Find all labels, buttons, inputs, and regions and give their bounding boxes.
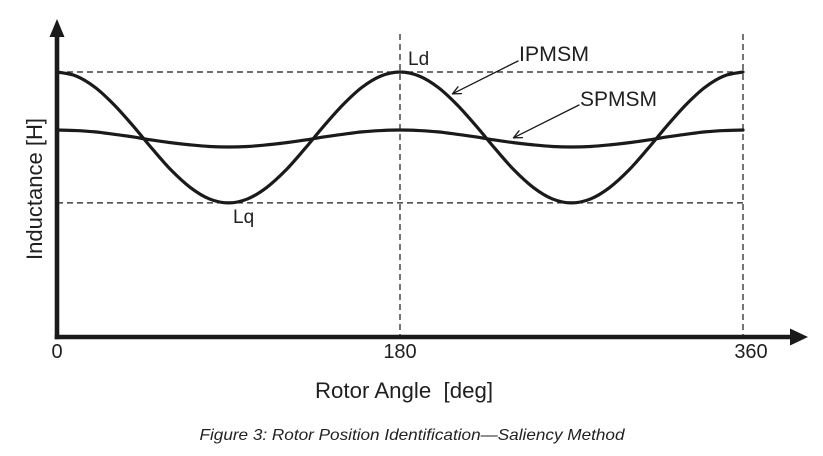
spmsm-label: SPMSM	[580, 88, 657, 111]
y-axis-arrow-icon	[49, 19, 65, 37]
ipmsm-curve	[55, 70, 745, 205]
x-tick-label-360: 360	[734, 341, 767, 363]
spmsm-curve	[55, 128, 745, 149]
ipmsm-label: IPMSM	[519, 43, 589, 66]
series-curves	[55, 70, 745, 205]
x-axis-title: Rotor Angle [deg]	[315, 378, 493, 403]
x-tick-label-0: 0	[51, 341, 62, 363]
ipmsm-arrowhead-icon	[451, 86, 463, 95]
spmsm-annotation: SPMSM	[512, 88, 657, 139]
x-axis	[54, 328, 808, 346]
y-axis-title: Inductance [H]	[22, 118, 47, 260]
x-axis-arrow-icon	[790, 328, 808, 346]
reference-lines	[57, 34, 744, 337]
figure-caption: Figure 3: Rotor Position Identification—…	[200, 427, 626, 444]
ipmsm-annotation: IPMSM	[451, 43, 589, 95]
x-tick-label-180: 180	[383, 341, 416, 363]
x-tick-labels: 0 180 360	[51, 341, 767, 363]
y-axis	[49, 19, 65, 340]
spmsm-pointer-line	[512, 104, 580, 139]
ld-label: Ld	[408, 49, 429, 70]
spmsm-arrowhead-icon	[512, 130, 524, 139]
lq-label: Lq	[233, 207, 254, 228]
ipmsm-pointer-line	[451, 60, 519, 95]
